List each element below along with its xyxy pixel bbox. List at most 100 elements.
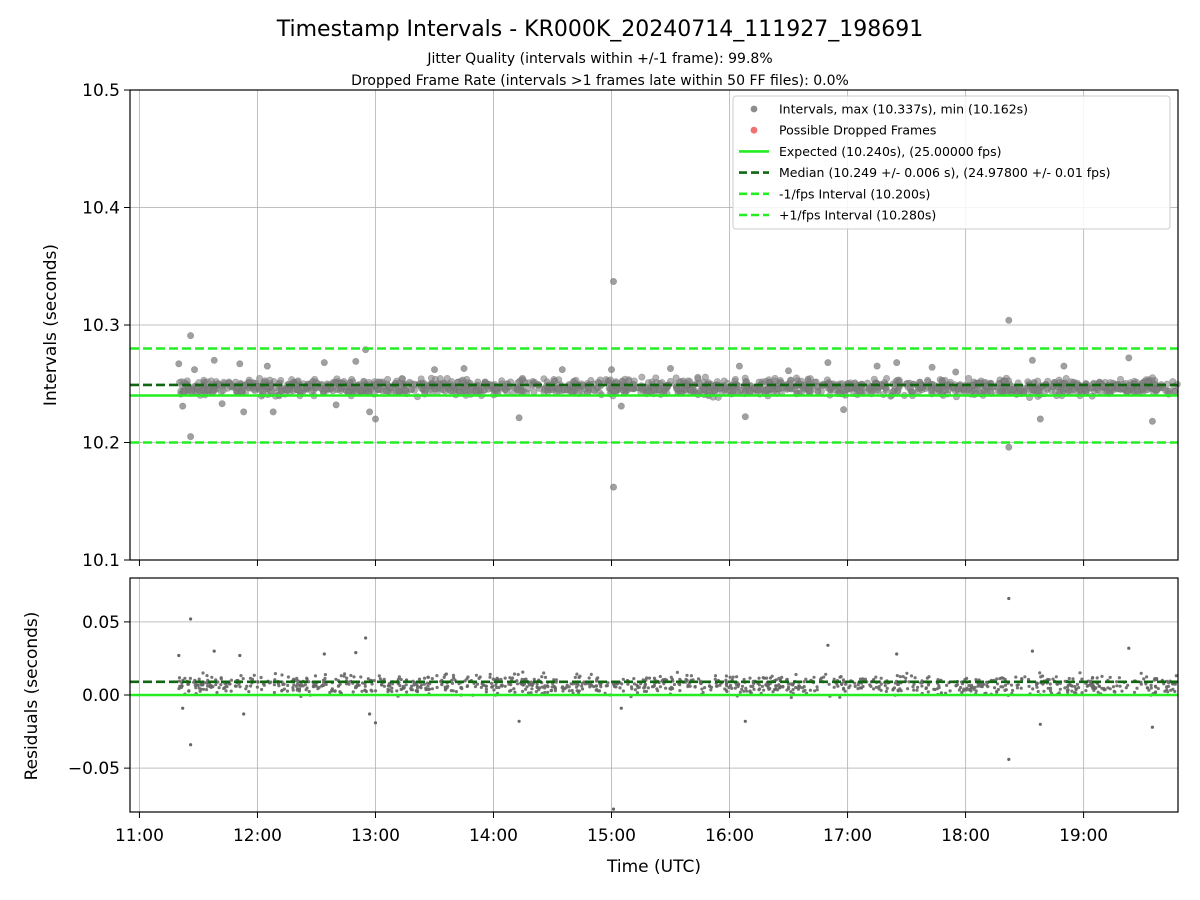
residual-point	[1145, 686, 1150, 690]
interval-outlier-point	[352, 357, 360, 365]
legend-label: -1/fps Interval (10.200s)	[779, 186, 930, 201]
residual-point	[1078, 671, 1082, 675]
residual-point	[1153, 691, 1157, 695]
residual-point	[1069, 684, 1073, 688]
residual-point	[658, 674, 662, 679]
residual-point	[745, 689, 749, 693]
residual-point	[291, 686, 295, 690]
residual-point	[632, 677, 636, 681]
residual-point	[685, 673, 689, 678]
residual-point	[794, 685, 798, 690]
interval-outlier-point	[1005, 316, 1013, 324]
residual-point	[965, 686, 969, 690]
residual-point	[725, 684, 729, 688]
residual-point	[177, 676, 182, 680]
residual-point	[1174, 674, 1178, 678]
interval-point	[694, 375, 702, 383]
residual-outlier-point	[242, 712, 246, 716]
residual-point	[955, 683, 960, 687]
residual-point	[229, 678, 233, 682]
residual-point	[744, 686, 748, 691]
residual-point	[781, 684, 785, 689]
residual-point	[912, 682, 916, 686]
interval-point	[569, 388, 577, 396]
residual-point	[534, 690, 538, 694]
residual-point	[1115, 684, 1119, 688]
residual-point	[709, 688, 713, 692]
chart-title: Timestamp Intervals - KR000K_20240714_11…	[276, 17, 924, 42]
residual-point	[580, 684, 584, 688]
residual-point	[410, 688, 415, 692]
y-tick-label: 10.1	[82, 551, 120, 571]
plot-frame	[129, 577, 1179, 813]
residual-point	[724, 679, 728, 683]
residual-point	[1046, 686, 1050, 690]
residual-point	[879, 682, 883, 686]
interval-point	[399, 375, 407, 383]
residual-point	[927, 675, 931, 679]
residual-point	[201, 671, 205, 675]
interval-outlier-point	[609, 483, 617, 491]
residual-point	[760, 684, 765, 689]
residual-point	[229, 689, 233, 693]
interval-outlier-point	[218, 400, 226, 408]
legend: Intervals, max (10.337s), min (10.162s) P…	[732, 95, 1171, 230]
residual-point	[538, 686, 542, 690]
residual-outlier-point	[826, 643, 830, 647]
residual-point	[824, 672, 828, 676]
interval-outlier-point	[617, 402, 625, 410]
interval-outlier-point	[607, 366, 615, 374]
residual-point	[967, 684, 971, 688]
residual-point	[553, 686, 557, 690]
residual-point	[1149, 683, 1153, 687]
residual-point	[635, 691, 640, 695]
residual-point	[219, 683, 223, 687]
residual-point	[412, 683, 416, 687]
residual-point	[713, 674, 718, 678]
residual-point	[1066, 690, 1070, 695]
residual-point	[1015, 683, 1019, 687]
residual-point	[1014, 675, 1018, 679]
residual-point	[815, 685, 819, 689]
residual-point	[280, 689, 284, 693]
interval-point	[638, 373, 646, 381]
residual-point	[757, 688, 761, 692]
residual-point	[872, 687, 876, 691]
residual-point	[295, 676, 299, 681]
residual-point	[1120, 689, 1124, 693]
legend-marker	[750, 126, 758, 134]
interval-outlier-point	[1060, 362, 1068, 370]
interval-point	[996, 384, 1004, 392]
residual-point	[543, 684, 547, 688]
residual-point	[700, 687, 704, 691]
residual-point	[699, 682, 703, 686]
residual-point	[595, 677, 599, 681]
residual-point	[241, 677, 245, 681]
y-axis-label-residuals: Residuals (seconds)	[22, 612, 42, 781]
legend-label: Intervals, max (10.337s), min (10.162s)	[779, 102, 1028, 117]
interval-outlier-point	[741, 413, 749, 421]
residual-point	[554, 680, 558, 684]
residual-point	[1108, 675, 1112, 680]
residual-point	[838, 695, 842, 699]
residual-point	[484, 690, 488, 694]
residual-point	[614, 685, 618, 689]
residual-point	[883, 684, 887, 688]
x-tick-label: 11:00	[115, 826, 164, 846]
residual-point	[1048, 689, 1053, 693]
interval-point	[256, 386, 264, 394]
residual-point	[577, 675, 581, 680]
residual-point	[435, 674, 439, 678]
x-tick-label: 17:00	[823, 826, 872, 846]
residual-point	[570, 688, 574, 693]
interval-outlier-point	[191, 366, 199, 374]
residual-point	[693, 685, 697, 689]
residual-point	[405, 690, 409, 694]
residual-point	[478, 675, 482, 679]
y-tick-label: −0.05	[68, 759, 120, 779]
residual-outlier-point	[1030, 649, 1034, 653]
residual-point	[307, 689, 311, 694]
residual-point	[948, 689, 952, 693]
residual-point	[1124, 686, 1128, 690]
